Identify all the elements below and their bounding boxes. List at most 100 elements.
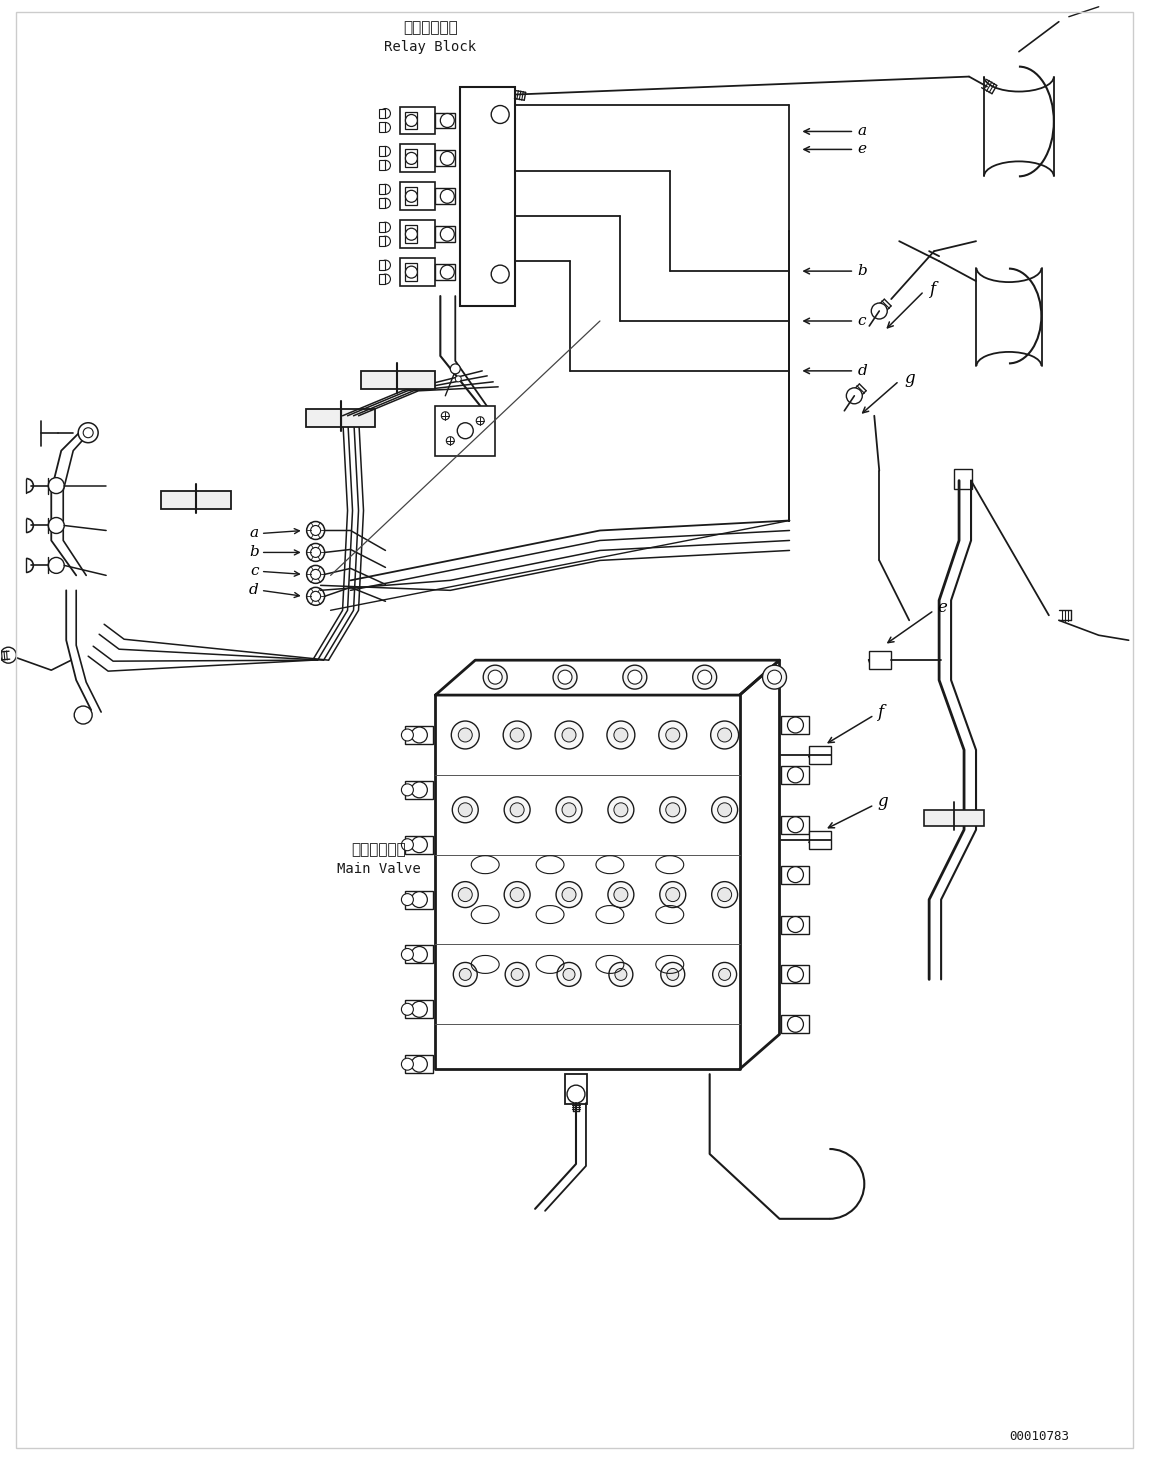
Circle shape <box>718 803 732 816</box>
Circle shape <box>511 969 523 980</box>
Circle shape <box>787 816 803 832</box>
Bar <box>809 746 832 764</box>
Circle shape <box>658 721 687 749</box>
Text: 00010783: 00010783 <box>1009 1431 1069 1444</box>
Circle shape <box>401 1058 414 1069</box>
Circle shape <box>562 803 576 816</box>
Bar <box>435 227 455 243</box>
Circle shape <box>440 227 454 241</box>
Circle shape <box>503 721 531 749</box>
Circle shape <box>510 729 524 742</box>
Circle shape <box>787 866 803 882</box>
Circle shape <box>614 803 627 816</box>
Circle shape <box>556 882 583 907</box>
Bar <box>809 831 832 849</box>
Circle shape <box>504 882 530 907</box>
Circle shape <box>614 729 627 742</box>
Bar <box>400 221 435 249</box>
Circle shape <box>763 666 786 689</box>
Bar <box>400 183 435 211</box>
Bar <box>406 1055 433 1074</box>
Circle shape <box>558 670 572 685</box>
Text: d: d <box>249 584 259 597</box>
Bar <box>461 86 515 306</box>
Circle shape <box>492 105 509 123</box>
Circle shape <box>401 894 414 906</box>
Circle shape <box>457 423 473 439</box>
Circle shape <box>660 882 686 907</box>
Circle shape <box>454 963 477 986</box>
Circle shape <box>440 189 454 203</box>
Circle shape <box>697 670 711 685</box>
Bar <box>406 263 417 281</box>
Circle shape <box>406 190 417 202</box>
Circle shape <box>411 947 427 963</box>
Circle shape <box>458 888 472 901</box>
Circle shape <box>440 151 454 165</box>
Bar <box>361 372 435 389</box>
Circle shape <box>711 882 738 907</box>
Bar <box>406 187 417 205</box>
Circle shape <box>453 797 478 822</box>
Circle shape <box>563 969 574 980</box>
Bar <box>379 146 385 157</box>
Circle shape <box>380 108 391 119</box>
Bar <box>954 468 972 489</box>
Bar <box>435 265 455 279</box>
Circle shape <box>307 565 325 584</box>
Circle shape <box>78 423 98 443</box>
Bar <box>406 945 433 964</box>
Circle shape <box>460 969 471 980</box>
Bar <box>379 123 385 133</box>
Circle shape <box>401 729 414 740</box>
Circle shape <box>718 888 732 901</box>
Circle shape <box>380 146 391 157</box>
Bar <box>400 107 435 135</box>
Circle shape <box>693 666 717 689</box>
Circle shape <box>562 888 576 901</box>
Circle shape <box>446 437 454 445</box>
Text: f: f <box>930 281 935 297</box>
Circle shape <box>411 837 427 853</box>
Circle shape <box>666 969 679 980</box>
Bar <box>406 726 433 745</box>
Bar <box>406 225 417 243</box>
Bar <box>435 151 455 167</box>
Circle shape <box>450 364 461 375</box>
Circle shape <box>380 184 391 195</box>
Bar <box>379 161 385 170</box>
Circle shape <box>609 963 633 986</box>
Text: f: f <box>878 704 884 721</box>
Circle shape <box>476 417 484 424</box>
Text: e: e <box>857 142 866 157</box>
Circle shape <box>380 236 391 246</box>
Bar <box>406 1001 433 1018</box>
Circle shape <box>566 1086 585 1103</box>
Circle shape <box>411 891 427 907</box>
Text: メインバルブ: メインバルブ <box>352 841 406 857</box>
Circle shape <box>458 729 472 742</box>
Circle shape <box>380 274 391 284</box>
Text: g: g <box>904 370 915 388</box>
Bar <box>379 236 385 246</box>
Circle shape <box>307 543 325 562</box>
Circle shape <box>712 963 737 986</box>
Bar <box>406 781 433 799</box>
Bar <box>406 111 417 129</box>
Circle shape <box>787 767 803 783</box>
Circle shape <box>380 161 391 170</box>
Circle shape <box>665 729 680 742</box>
Circle shape <box>440 265 454 279</box>
Text: a: a <box>857 124 866 139</box>
Circle shape <box>452 721 479 749</box>
Circle shape <box>411 727 427 743</box>
Text: g: g <box>878 793 888 811</box>
Circle shape <box>488 670 502 685</box>
Text: 中継ブロック: 中継ブロック <box>403 19 457 35</box>
Circle shape <box>401 784 414 796</box>
Circle shape <box>406 152 417 164</box>
Circle shape <box>484 666 507 689</box>
Circle shape <box>510 888 524 901</box>
Circle shape <box>380 199 391 208</box>
Circle shape <box>401 838 414 850</box>
